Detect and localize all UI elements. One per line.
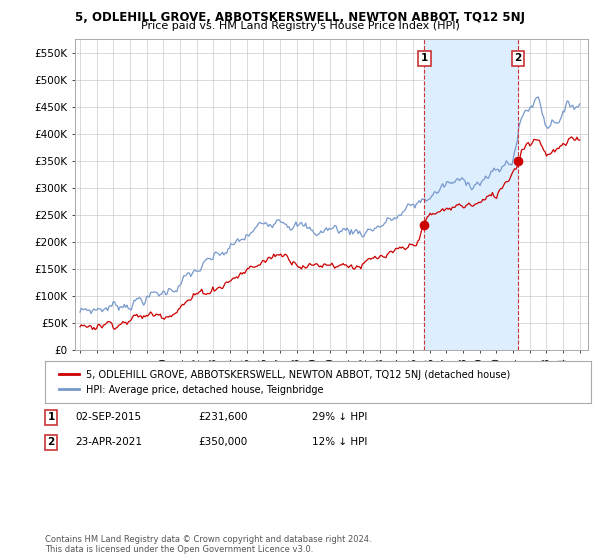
Text: 29% ↓ HPI: 29% ↓ HPI bbox=[312, 412, 367, 422]
Bar bbox=[424, 39, 518, 350]
Text: 02-SEP-2015: 02-SEP-2015 bbox=[75, 412, 141, 422]
Text: 5, ODLEHILL GROVE, ABBOTSKERSWELL, NEWTON ABBOT, TQ12 5NJ: 5, ODLEHILL GROVE, ABBOTSKERSWELL, NEWTO… bbox=[75, 11, 525, 24]
Text: £350,000: £350,000 bbox=[198, 437, 247, 447]
Text: 2: 2 bbox=[515, 53, 522, 63]
Text: 12% ↓ HPI: 12% ↓ HPI bbox=[312, 437, 367, 447]
Text: This data is licensed under the Open Government Licence v3.0.: This data is licensed under the Open Gov… bbox=[45, 545, 313, 554]
Text: Contains HM Land Registry data © Crown copyright and database right 2024.: Contains HM Land Registry data © Crown c… bbox=[45, 535, 371, 544]
Text: Price paid vs. HM Land Registry's House Price Index (HPI): Price paid vs. HM Land Registry's House … bbox=[140, 21, 460, 31]
Legend: 5, ODLEHILL GROVE, ABBOTSKERSWELL, NEWTON ABBOT, TQ12 5NJ (detached house), HPI:: 5, ODLEHILL GROVE, ABBOTSKERSWELL, NEWTO… bbox=[55, 366, 515, 399]
Text: 1: 1 bbox=[47, 412, 55, 422]
Text: 23-APR-2021: 23-APR-2021 bbox=[75, 437, 142, 447]
Text: £231,600: £231,600 bbox=[198, 412, 248, 422]
Text: 2: 2 bbox=[47, 437, 55, 447]
Text: 1: 1 bbox=[421, 53, 428, 63]
